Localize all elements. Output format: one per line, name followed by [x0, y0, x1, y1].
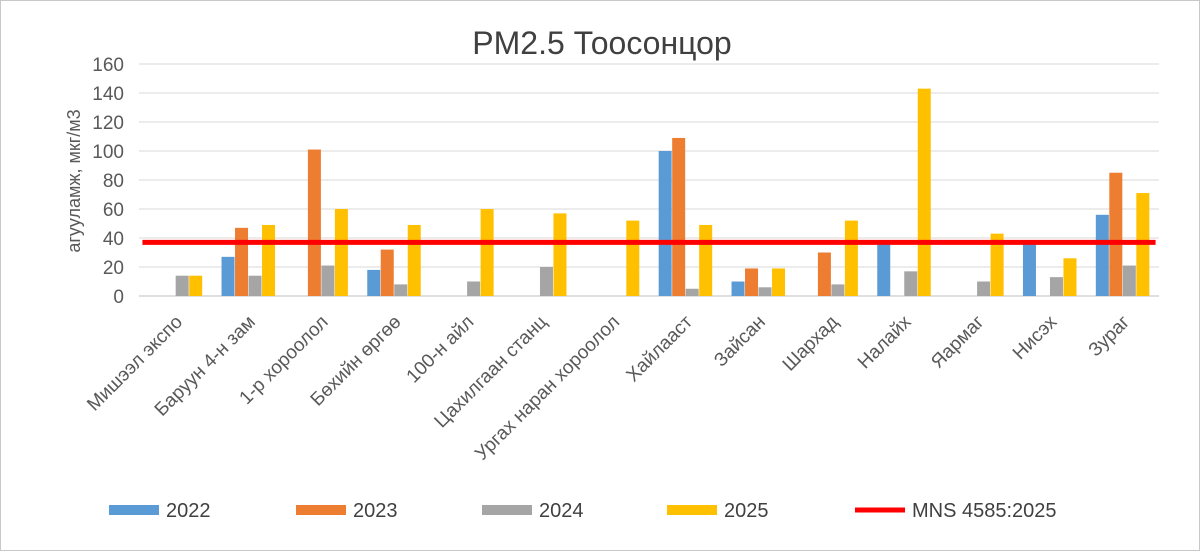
bar [1109, 172, 1123, 296]
bar [1095, 214, 1109, 296]
bar [877, 243, 891, 296]
bar [977, 281, 991, 296]
x-category-label: Хайлааст [623, 311, 698, 386]
y-tick-label: 20 [103, 258, 124, 279]
y-tick-label: 80 [103, 171, 124, 192]
bar [248, 275, 262, 296]
bar [235, 227, 249, 296]
bar [817, 252, 831, 296]
bar [407, 224, 421, 296]
bar [685, 288, 699, 296]
legend: 2022 2023 2024 2025 MNS 4585:2025 [109, 500, 1057, 522]
bar [321, 265, 335, 296]
legend-label: 2022 [166, 500, 211, 522]
x-category-label: Ургах наран хороолол [471, 312, 624, 465]
x-category-label: Шархад [779, 312, 843, 376]
y-tick-label: 120 [92, 113, 124, 134]
bar [175, 275, 189, 296]
x-category-label: Нисэх [1009, 311, 1062, 364]
gridlines [139, 63, 1159, 297]
y-tick-label: 0 [113, 287, 124, 308]
x-category-label: 100-н айл [403, 312, 479, 388]
y-axis-ticks: 0 20 40 60 80 100 120 140 160 [92, 55, 124, 308]
x-category-label: Яармаг [927, 312, 988, 373]
bar [189, 275, 203, 296]
bar [262, 224, 276, 296]
bar [904, 271, 918, 296]
bar [467, 281, 481, 296]
legend-swatch [109, 505, 159, 515]
x-category-label: Зураг [1085, 312, 1134, 361]
y-tick-label: 100 [92, 142, 124, 163]
legend-swatch [482, 505, 532, 515]
bar [672, 137, 686, 296]
bar [1022, 242, 1036, 296]
x-category-label: Налайх [854, 311, 916, 373]
bar [334, 209, 348, 296]
chart-title: PM2.5 Тоосонцор [472, 25, 731, 61]
y-tick-label: 60 [103, 200, 124, 221]
bar [1063, 258, 1077, 296]
y-tick-label: 160 [92, 55, 124, 76]
legend-swatch [296, 505, 346, 515]
bar [745, 268, 759, 296]
bar [380, 249, 394, 296]
bar [539, 267, 553, 296]
bar [699, 224, 713, 296]
y-tick-label: 40 [103, 229, 124, 250]
legend-label: 2025 [724, 500, 769, 522]
bar [831, 284, 845, 296]
bar [367, 269, 381, 296]
x-category-label: Зайсан [710, 312, 770, 372]
y-axis-label: агууламж, мкг/м3 [64, 109, 84, 252]
bar [731, 281, 745, 296]
bars [175, 88, 1150, 297]
bar [772, 268, 786, 296]
legend-swatch [667, 505, 717, 515]
bar [553, 213, 567, 296]
legend-label: MNS 4585:2025 [912, 500, 1057, 522]
legend-label: 2023 [353, 500, 398, 522]
bar [1049, 277, 1063, 296]
bar [917, 88, 931, 297]
bar [758, 287, 772, 296]
bar [480, 209, 494, 296]
bar [307, 149, 321, 296]
bar [990, 233, 1004, 296]
bar [658, 151, 672, 296]
bar [221, 256, 235, 296]
bar [844, 220, 858, 296]
bar [394, 284, 408, 296]
y-tick-label: 140 [92, 84, 124, 105]
legend-label: 2024 [539, 500, 584, 522]
bar [626, 220, 640, 296]
bar [1122, 265, 1136, 296]
